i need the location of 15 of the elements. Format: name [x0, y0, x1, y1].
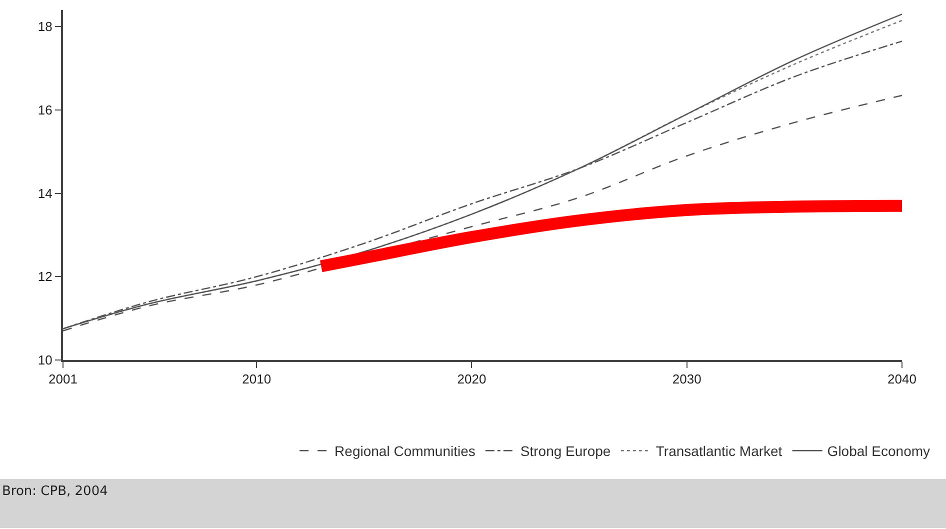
legend-label: Regional Communities — [334, 443, 476, 460]
x-tick-label: 2040 — [888, 372, 916, 387]
x-tick-label: 2010 — [242, 372, 272, 387]
x-tick-label: 2001 — [48, 372, 78, 387]
y-tick-label: 18 — [38, 19, 52, 34]
legend-label: Strong Europe — [520, 443, 611, 460]
x-tick-label: 2030 — [672, 372, 702, 387]
legend-label: Global Economy — [827, 443, 930, 460]
y-tick-label: 14 — [38, 186, 52, 201]
legend-label: Transatlantic Market — [656, 443, 782, 460]
text: Bron: CPB, 2004 — [2, 484, 108, 499]
y-tick-label: 10 — [38, 352, 52, 368]
y-tick-label: 16 — [38, 102, 52, 118]
x-tick-label: 2020 — [457, 372, 486, 387]
y-tick-label: 12 — [38, 269, 52, 284]
